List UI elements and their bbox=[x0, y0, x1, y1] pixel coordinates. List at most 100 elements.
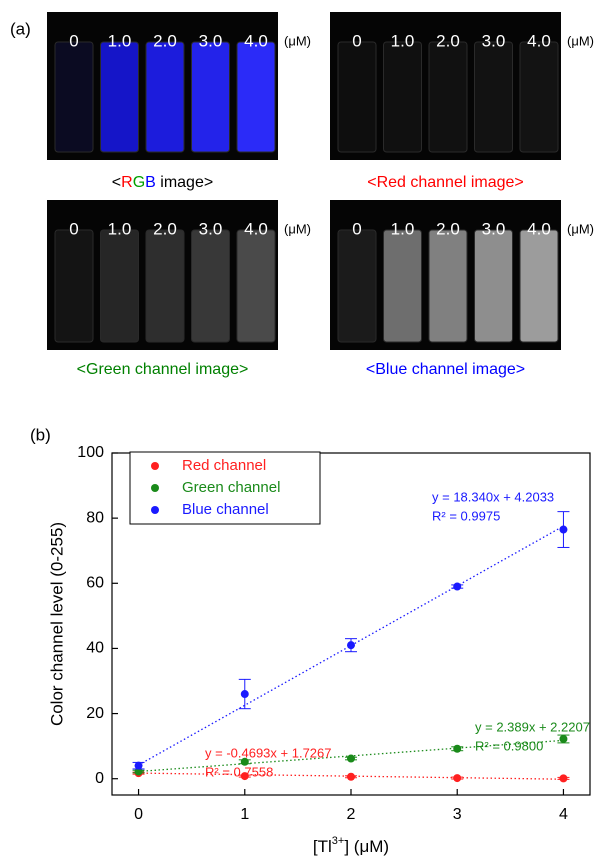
caption: <Red channel image> bbox=[367, 174, 524, 191]
fit-r2: R² = 0.9975 bbox=[432, 508, 500, 523]
cuvette bbox=[54, 229, 94, 343]
caption: <Blue channel image> bbox=[366, 361, 525, 378]
caption-part: <Red channel image> bbox=[367, 174, 524, 191]
fit-r2: R² = 0.9800 bbox=[475, 738, 543, 753]
point bbox=[559, 774, 568, 783]
concentration-label: 4.0 bbox=[244, 31, 268, 50]
legend-marker bbox=[151, 462, 159, 470]
concentration-label: 1.0 bbox=[108, 31, 132, 50]
concentration-label: 1.0 bbox=[391, 31, 415, 50]
concentration-label: 0 bbox=[352, 219, 361, 238]
cuvette bbox=[337, 41, 377, 153]
x-tick-label: 3 bbox=[453, 806, 462, 823]
concentration-label: 0 bbox=[69, 219, 78, 238]
point bbox=[453, 774, 462, 783]
concentration-label: 2.0 bbox=[436, 219, 460, 238]
fit-line bbox=[138, 525, 564, 766]
unit-label: (μM) bbox=[567, 221, 594, 236]
cuvette bbox=[428, 41, 468, 153]
concentration-label: 0 bbox=[69, 31, 78, 50]
cuvette bbox=[428, 229, 468, 343]
unit-label: (μM) bbox=[284, 221, 311, 236]
caption: <Green channel image> bbox=[77, 361, 249, 378]
concentration-label: 3.0 bbox=[482, 31, 506, 50]
caption: <RGB image> bbox=[112, 174, 213, 191]
fit-equation: y = -0.4693x + 1.7267 bbox=[205, 745, 331, 760]
concentration-label: 4.0 bbox=[244, 219, 268, 238]
cuvette bbox=[100, 41, 139, 153]
point bbox=[347, 772, 355, 781]
point bbox=[559, 525, 568, 534]
concentration-label: 2.0 bbox=[153, 219, 177, 238]
x-tick-label: 0 bbox=[134, 806, 143, 823]
cuvette bbox=[519, 41, 559, 153]
x-axis-label: [Tl3+] (μM) bbox=[313, 835, 389, 857]
point bbox=[134, 767, 143, 776]
fit-r2: R² = 0.7558 bbox=[205, 764, 273, 779]
y-tick-label: 0 bbox=[95, 770, 104, 787]
legend-frame bbox=[129, 451, 321, 525]
y-tick-label: 40 bbox=[86, 640, 104, 657]
y-tick-label: 20 bbox=[86, 705, 104, 722]
cuvette bbox=[519, 229, 559, 343]
panel-label: (a) bbox=[10, 19, 31, 38]
point bbox=[559, 734, 568, 743]
y-tick-label: 100 bbox=[77, 444, 104, 461]
unit-label: (μM) bbox=[567, 33, 594, 48]
caption-part: image> bbox=[156, 174, 213, 191]
point bbox=[453, 744, 462, 753]
caption-part: B bbox=[145, 174, 156, 191]
cuvette bbox=[191, 41, 230, 153]
cuvette bbox=[474, 229, 513, 343]
concentration-label: 2.0 bbox=[436, 31, 460, 50]
fit-equation: y = 18.340x + 4.2033 bbox=[432, 489, 554, 504]
concentration-label: 3.0 bbox=[199, 219, 223, 238]
cuvette bbox=[236, 41, 276, 153]
y-tick-label: 60 bbox=[86, 575, 104, 592]
point bbox=[240, 690, 249, 699]
cuvette bbox=[191, 229, 230, 343]
concentration-label: 4.0 bbox=[527, 31, 551, 50]
x-label-part: [Tl bbox=[313, 837, 332, 856]
cuvette bbox=[474, 41, 513, 153]
x-label-part: 3+ bbox=[332, 835, 345, 847]
cuvette bbox=[383, 229, 422, 343]
panel-label: (b) bbox=[30, 425, 51, 444]
point bbox=[347, 754, 355, 763]
cuvette bbox=[145, 229, 185, 343]
legend-label: Blue channel bbox=[182, 501, 269, 518]
concentration-label: 0 bbox=[352, 31, 361, 50]
y-axis-label: Color channel level (0-255) bbox=[47, 522, 66, 726]
concentration-label: 1.0 bbox=[391, 219, 415, 238]
point bbox=[453, 582, 462, 591]
legend-marker bbox=[151, 484, 159, 492]
fit-equation: y = 2.389x + 2.2207 bbox=[475, 719, 590, 734]
caption-part: < bbox=[112, 174, 121, 191]
cuvette bbox=[383, 41, 422, 153]
legend-label: Green channel bbox=[182, 479, 280, 496]
concentration-label: 3.0 bbox=[199, 31, 223, 50]
x-tick-label: 1 bbox=[240, 806, 249, 823]
caption-part: <Green channel image> bbox=[77, 361, 249, 378]
cuvette bbox=[54, 41, 94, 153]
cuvette bbox=[236, 229, 276, 343]
concentration-label: 4.0 bbox=[527, 219, 551, 238]
point bbox=[240, 772, 249, 781]
cuvette bbox=[100, 229, 139, 343]
cuvette bbox=[337, 229, 377, 343]
x-tick-label: 2 bbox=[347, 806, 356, 823]
legend-marker bbox=[151, 506, 159, 514]
legend-label: Red channel bbox=[182, 457, 266, 474]
x-label-part: ] (μM) bbox=[344, 837, 389, 856]
concentration-label: 3.0 bbox=[482, 219, 506, 238]
y-tick-label: 80 bbox=[86, 509, 104, 526]
x-tick-label: 4 bbox=[559, 806, 568, 823]
cuvette bbox=[145, 41, 185, 153]
caption-part: <Blue channel image> bbox=[366, 361, 525, 378]
concentration-label: 2.0 bbox=[153, 31, 177, 50]
point bbox=[347, 641, 355, 650]
concentration-label: 1.0 bbox=[108, 219, 132, 238]
point bbox=[134, 761, 143, 770]
caption-part: R bbox=[121, 174, 133, 191]
